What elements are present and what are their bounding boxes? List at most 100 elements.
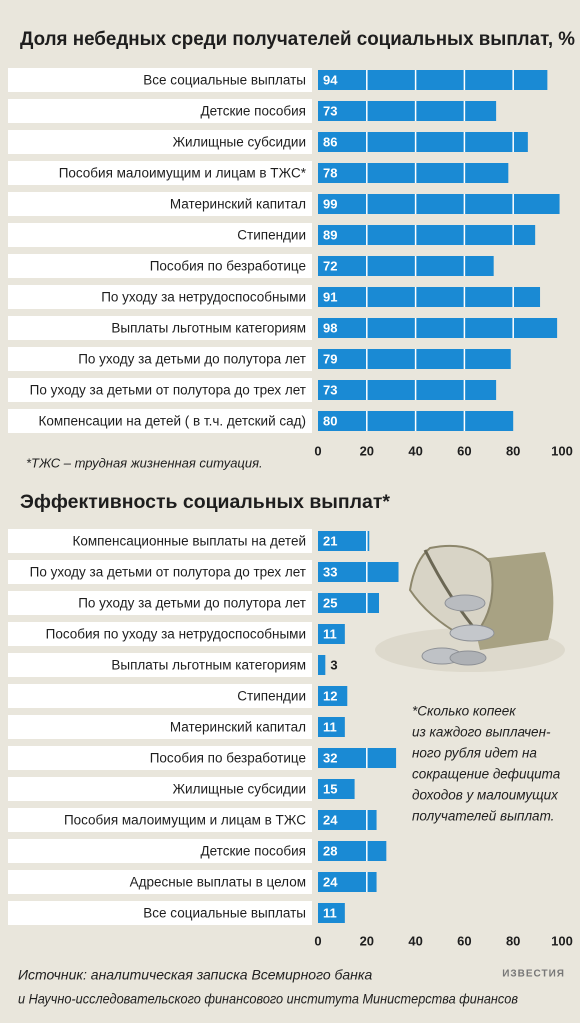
category-label: Детские пособия — [200, 104, 306, 119]
category-label: Выплаты льготным категориям — [111, 658, 306, 673]
footnote: *ТЖС – трудная жизненная ситуация. — [26, 455, 263, 470]
row-band — [8, 192, 312, 216]
category-label: Выплаты льготным категориям — [111, 321, 306, 336]
value-label: 12 — [323, 688, 337, 703]
value-label: 89 — [323, 227, 337, 242]
category-label: По уходу за детьми до полутора лет — [78, 596, 306, 611]
row-band — [8, 715, 312, 739]
row-band — [8, 529, 312, 553]
value-label: 25 — [323, 595, 337, 610]
bar — [318, 287, 541, 307]
bar — [318, 163, 509, 183]
value-label: 98 — [323, 320, 337, 335]
value-label: 94 — [323, 72, 338, 87]
bar — [318, 624, 345, 644]
row-band — [8, 560, 312, 584]
bar — [318, 717, 345, 737]
value-label: 33 — [323, 564, 337, 579]
row-band — [8, 99, 312, 123]
bar — [318, 593, 379, 613]
source: и Научно-исследовательского финансового … — [18, 991, 518, 1007]
value-label: 73 — [323, 382, 337, 397]
bar — [318, 655, 326, 675]
category-label: Адресные выплаты в целом — [130, 875, 306, 890]
note-line: получателей выплат. — [412, 809, 554, 824]
bar — [318, 380, 497, 400]
row-band — [8, 839, 312, 863]
bar — [318, 748, 397, 768]
row-band — [8, 901, 312, 925]
source: Источник: аналитическая записка Всемирно… — [18, 967, 372, 983]
value-label: 73 — [323, 103, 337, 118]
category-label: По уходу за нетрудоспособными — [101, 290, 306, 305]
bar — [318, 562, 399, 582]
value-label: 11 — [323, 905, 337, 920]
value-label: 3 — [330, 657, 337, 672]
row-band — [8, 378, 312, 402]
row-band — [8, 653, 312, 677]
category-label: По уходу за детьми от полутора до трех л… — [30, 565, 306, 580]
category-label: Жилищные субсидии — [173, 135, 306, 150]
bar — [318, 779, 355, 799]
note-line: ного рубля идет на — [412, 746, 537, 761]
row-band — [8, 223, 312, 247]
category-label: Пособия по уходу за нетрудоспособными — [46, 627, 306, 642]
row-band — [8, 870, 312, 894]
chart-title: Доля небедных среди получателей социальн… — [20, 29, 575, 50]
value-label: 11 — [323, 719, 337, 734]
bar — [318, 101, 497, 121]
note-line: из каждого выплачен- — [412, 725, 551, 740]
value-label: 80 — [323, 413, 337, 428]
bar — [318, 841, 387, 861]
row-band — [8, 808, 312, 832]
value-label: 28 — [323, 843, 337, 858]
category-label: Материнский капитал — [170, 720, 306, 735]
x-tick-label: 20 — [360, 933, 374, 948]
bar — [318, 349, 511, 369]
value-label: 72 — [323, 258, 337, 273]
row-band — [8, 622, 312, 646]
category-label: По уходу за детьми от полутора до трех л… — [30, 383, 306, 398]
bar — [318, 531, 370, 551]
value-label: 79 — [323, 351, 337, 366]
row-band — [8, 285, 312, 309]
x-tick-label: 60 — [457, 443, 471, 458]
value-label: 78 — [323, 165, 337, 180]
row-band — [8, 684, 312, 708]
bar — [318, 132, 528, 152]
row-band — [8, 777, 312, 801]
row-band — [8, 591, 312, 615]
bar — [318, 810, 377, 830]
category-label: Компенсационные выплаты на детей — [73, 534, 306, 549]
value-label: 11 — [323, 626, 337, 641]
bar — [318, 903, 345, 923]
note-line: доходов у малоимущих — [412, 788, 559, 803]
category-label: Пособия по безработице — [150, 751, 306, 766]
bar — [318, 318, 558, 338]
x-tick-label: 0 — [314, 443, 321, 458]
chart-title: Эффективность социальных выплат* — [20, 492, 391, 513]
category-label: Компенсации на детей ( в т.ч. детский са… — [39, 414, 306, 429]
value-label: 24 — [323, 874, 338, 889]
category-label: Детские пособия — [200, 844, 306, 859]
wallet-illustration — [375, 544, 565, 672]
category-label: Стипендии — [237, 689, 306, 704]
category-label: Пособия малоимущим и лицам в ТЖС* — [59, 166, 307, 181]
category-label: Все социальные выплаты — [143, 73, 306, 88]
row-band — [8, 254, 312, 278]
category-label: Все социальные выплаты — [143, 906, 306, 921]
category-label: Материнский капитал — [170, 197, 306, 212]
row-band — [8, 409, 312, 433]
category-label: Стипендии — [237, 228, 306, 243]
row-band — [8, 316, 312, 340]
row-band — [8, 161, 312, 185]
category-label: Пособия малоимущим и лицам в ТЖС — [64, 813, 306, 828]
bar — [318, 70, 548, 90]
value-label: 91 — [323, 289, 337, 304]
bar — [318, 686, 348, 706]
x-tick-label: 0 — [314, 933, 321, 948]
bar — [318, 256, 494, 276]
x-tick-label: 80 — [506, 933, 520, 948]
